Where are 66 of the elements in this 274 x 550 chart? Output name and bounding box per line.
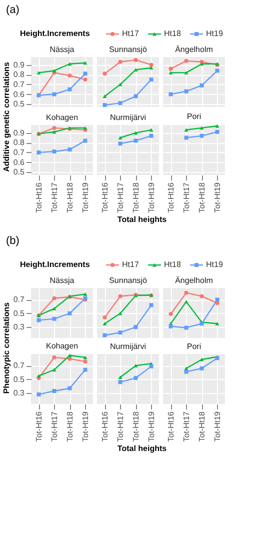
y-tick-label: 0.7 bbox=[13, 295, 26, 304]
chart-title: Ängelholm bbox=[175, 45, 214, 54]
x-tick-label: Tot-Ht16 bbox=[34, 182, 44, 213]
x-tick-label: Tot-Ht18 bbox=[65, 410, 74, 442]
x-tick-label: Tot-Ht17 bbox=[50, 410, 59, 442]
y-tick-label: 0.5 bbox=[13, 168, 26, 177]
chart-title: Sunnansjö bbox=[109, 45, 148, 54]
y-tick-label: 0.5 bbox=[13, 100, 26, 109]
chart-title: Sunnansjö bbox=[109, 276, 148, 285]
y-tick-label: 0.3 bbox=[13, 322, 26, 332]
x-tick-label: Tot-Ht19 bbox=[212, 410, 222, 442]
legend-label: Ht19 bbox=[206, 29, 224, 38]
x-tick-label: Tot-Ht17 bbox=[116, 182, 125, 213]
y-tick-label: 0.5 bbox=[13, 374, 26, 384]
x-tick-label: Tot-Ht18 bbox=[131, 182, 140, 213]
y-tick-label: 0.6 bbox=[13, 158, 26, 167]
chart-title: Pori bbox=[186, 112, 202, 122]
y-tick-label: 0.6 bbox=[13, 90, 26, 99]
chart-title: Nurmijärvi bbox=[110, 113, 146, 122]
x-tick-label: Tot-Ht18 bbox=[131, 410, 140, 442]
y-tick-label: 0.7 bbox=[13, 148, 26, 157]
x-tick-label: Tot-Ht19 bbox=[146, 182, 156, 213]
chart-title: Kohagen bbox=[46, 342, 78, 351]
x-tick-label: Tot-Ht19 bbox=[80, 182, 90, 213]
legend-label: Ht18 bbox=[164, 260, 182, 269]
y-axis-title: Additive genetic correlations bbox=[2, 62, 11, 172]
legend-title: Height.Increments bbox=[20, 260, 90, 269]
y-tick-label: 0.8 bbox=[13, 138, 26, 148]
chart-title: Pori bbox=[186, 342, 202, 351]
x-tick-label: Tot-Ht19 bbox=[212, 182, 222, 213]
y-tick-label: 0.5 bbox=[13, 308, 26, 318]
x-tick-label: Tot-Ht17 bbox=[182, 182, 191, 213]
text: (a) bbox=[6, 4, 20, 16]
y-tick-label: 0.9 bbox=[13, 128, 26, 138]
chart-title: Nurmijärvi bbox=[110, 342, 146, 351]
x-axis-title: Total heights bbox=[117, 215, 168, 224]
x-tick-label: Tot-Ht17 bbox=[116, 410, 125, 442]
legend-label: Ht19 bbox=[206, 260, 224, 269]
x-tick-label: Tot-Ht17 bbox=[50, 182, 59, 213]
x-tick-label: Tot-Ht18 bbox=[197, 410, 206, 442]
y-tick-label: 0.9 bbox=[13, 60, 26, 70]
y-axis-title: Phenotypic correlations bbox=[2, 302, 11, 394]
y-tick-label: 0.7 bbox=[13, 361, 26, 370]
y-tick-label: 0.7 bbox=[13, 80, 26, 89]
legend-title: Height.Increments bbox=[20, 29, 90, 38]
y-tick-label: 0.8 bbox=[13, 70, 26, 80]
x-tick-label: Tot-Ht16 bbox=[166, 182, 176, 213]
chart-title: Ängelholm bbox=[175, 276, 214, 285]
x-tick-label: Tot-Ht16 bbox=[34, 410, 44, 442]
x-tick-label: Tot-Ht16 bbox=[166, 410, 176, 442]
x-tick-label: Tot-Ht19 bbox=[146, 410, 156, 442]
x-tick-label: Tot-Ht16 bbox=[100, 182, 110, 213]
chart-title: Nässja bbox=[50, 45, 75, 54]
x-tick-label: Tot-Ht19 bbox=[80, 410, 90, 442]
text: (b) bbox=[6, 235, 20, 247]
legend-label: Ht18 bbox=[164, 29, 182, 38]
x-tick-label: Tot-Ht18 bbox=[197, 182, 206, 213]
x-tick-label: Tot-Ht16 bbox=[100, 410, 110, 442]
legend-label: Ht17 bbox=[122, 29, 140, 38]
x-axis-title: Total heights bbox=[117, 444, 168, 453]
legend-label: Ht17 bbox=[122, 260, 140, 269]
chart-title: Kohagen bbox=[46, 113, 78, 122]
y-tick-label: 0.3 bbox=[13, 388, 26, 398]
x-tick-label: Tot-Ht17 bbox=[182, 410, 191, 442]
chart-title: Nässja bbox=[50, 276, 75, 285]
x-tick-label: Tot-Ht18 bbox=[65, 182, 74, 213]
